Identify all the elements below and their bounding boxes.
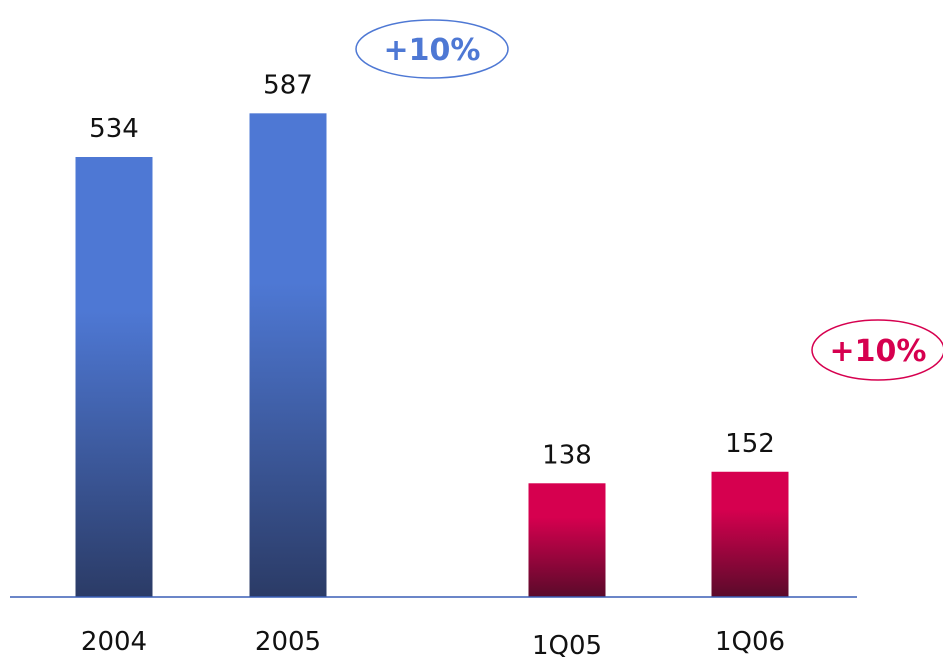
growth-ellipse-2	[811, 319, 943, 381]
growth-ellipse-1	[355, 19, 509, 79]
growth-label-2: +10%	[830, 334, 927, 369]
category-label-1q05: 1Q05	[532, 631, 602, 657]
bar-1q06	[711, 471, 789, 597]
category-label-1q06: 1Q06	[715, 627, 785, 657]
bars-layer	[75, 113, 789, 597]
bar-2004	[75, 157, 153, 597]
growth-label-1: +10%	[384, 33, 481, 68]
growth-layer: +10% +10%	[355, 19, 943, 381]
bar-2005	[249, 113, 327, 597]
value-label-1q06: 152	[725, 429, 775, 459]
labels-layer: 534 2004 587 2005 138 1Q05 152 1Q06	[81, 70, 785, 657]
growth-badge-1: +10%	[355, 19, 509, 79]
value-label-2004: 534	[89, 114, 139, 144]
category-label-2004: 2004	[81, 627, 147, 657]
category-label-2005: 2005	[255, 627, 321, 657]
growth-badge-2: +10%	[811, 319, 943, 381]
bar-1q05	[528, 483, 606, 597]
value-label-2005: 587	[263, 70, 313, 100]
value-label-1q05: 138	[542, 440, 592, 470]
